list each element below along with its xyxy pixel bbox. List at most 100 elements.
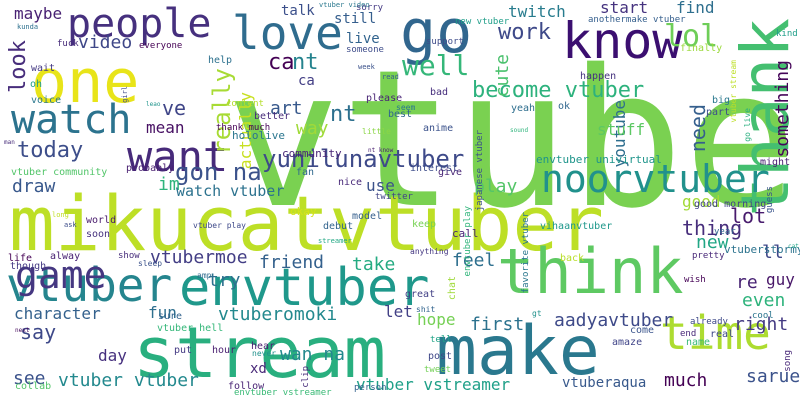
word: right [734, 314, 789, 335]
word: kind [776, 29, 798, 39]
word: hope [417, 310, 456, 329]
word: community [282, 147, 342, 160]
word: go live [743, 108, 752, 142]
word: even [742, 290, 786, 311]
word: person [354, 383, 387, 393]
word: vtubermoe [150, 247, 248, 268]
word: friend [259, 252, 325, 273]
word: saruei [746, 366, 800, 387]
word: keep [412, 219, 437, 230]
word: okay [290, 205, 317, 218]
word: mean [146, 118, 185, 137]
word: call [452, 227, 479, 240]
word: today [17, 138, 84, 163]
word: gon na [175, 158, 262, 186]
word: fan [296, 167, 315, 178]
word: art [270, 98, 303, 119]
word: play [474, 176, 518, 197]
word: mikucatvtuber [9, 179, 604, 268]
word: love [232, 6, 343, 60]
word: post [428, 351, 453, 362]
word: chat [447, 276, 458, 301]
word: part [706, 107, 731, 118]
word: think [497, 235, 684, 308]
word: yunilunavtuber [262, 145, 465, 173]
word: vtuber [6, 258, 173, 312]
word: video [78, 32, 133, 53]
word: guess [765, 186, 775, 214]
word: might [760, 157, 791, 168]
word: back [560, 253, 585, 264]
word: need [686, 104, 710, 153]
word: go [400, 0, 473, 67]
word: one [31, 47, 140, 117]
word: new [696, 232, 729, 253]
word: envtuber play [463, 206, 473, 277]
word: ca [268, 50, 295, 75]
word: xd [250, 361, 267, 377]
word: week [358, 63, 375, 71]
word: envtuber [179, 258, 430, 318]
word: favorite vtuber [521, 212, 531, 294]
word: look [6, 40, 31, 93]
word: hour [212, 345, 237, 356]
word: thank much [216, 123, 271, 133]
word: shit [416, 305, 436, 314]
word: life [8, 253, 33, 264]
word: wan na [280, 344, 346, 365]
word: never [252, 349, 277, 358]
word: streamer [318, 237, 352, 245]
word: though [10, 261, 47, 272]
word: girl [121, 86, 129, 103]
word: first [470, 314, 525, 335]
word: try [208, 270, 241, 291]
word: put [174, 345, 193, 356]
word: pretty [692, 251, 725, 261]
word: hololive [232, 129, 285, 142]
word: twitch [508, 2, 566, 21]
word: finally [680, 43, 723, 54]
word: make [436, 312, 600, 391]
word: way [296, 118, 329, 139]
word: show [118, 251, 140, 261]
word: let [384, 302, 413, 321]
word: bad [430, 87, 449, 98]
word: live [346, 31, 380, 47]
word: anothermake vtuber [588, 15, 686, 25]
word: cat [788, 243, 799, 250]
word: best [388, 109, 413, 120]
word: yeah [511, 103, 536, 114]
word: amaze [612, 337, 643, 348]
word: vtuberstormy [724, 243, 800, 256]
word: collab [15, 381, 52, 392]
word: nt [292, 50, 319, 75]
word: re [736, 272, 758, 293]
word: game [15, 253, 107, 297]
word: gt [532, 309, 542, 318]
word: fun [148, 303, 177, 322]
word: next [15, 327, 30, 334]
word: ca [298, 73, 315, 89]
word: sleep [138, 259, 163, 268]
word: soon [86, 229, 111, 240]
word: everyone [139, 41, 183, 51]
word: please [366, 93, 403, 104]
word: watch vtuber [176, 182, 285, 200]
word: content [226, 99, 264, 109]
word: amp [197, 271, 212, 280]
word: wait [31, 63, 56, 74]
word: great [405, 289, 436, 300]
word: nt [330, 102, 357, 127]
word: watch [11, 97, 132, 143]
word: still [334, 11, 377, 27]
word: end [680, 329, 697, 339]
word: draw [12, 176, 56, 197]
word: work [498, 20, 551, 45]
word: come [630, 325, 655, 336]
word: say [20, 320, 57, 344]
word: tweet [424, 365, 452, 375]
word: vihaanvtuber [540, 221, 613, 232]
word: time [660, 306, 771, 360]
word: japanese vtuber [475, 130, 485, 212]
word: much [664, 370, 708, 391]
